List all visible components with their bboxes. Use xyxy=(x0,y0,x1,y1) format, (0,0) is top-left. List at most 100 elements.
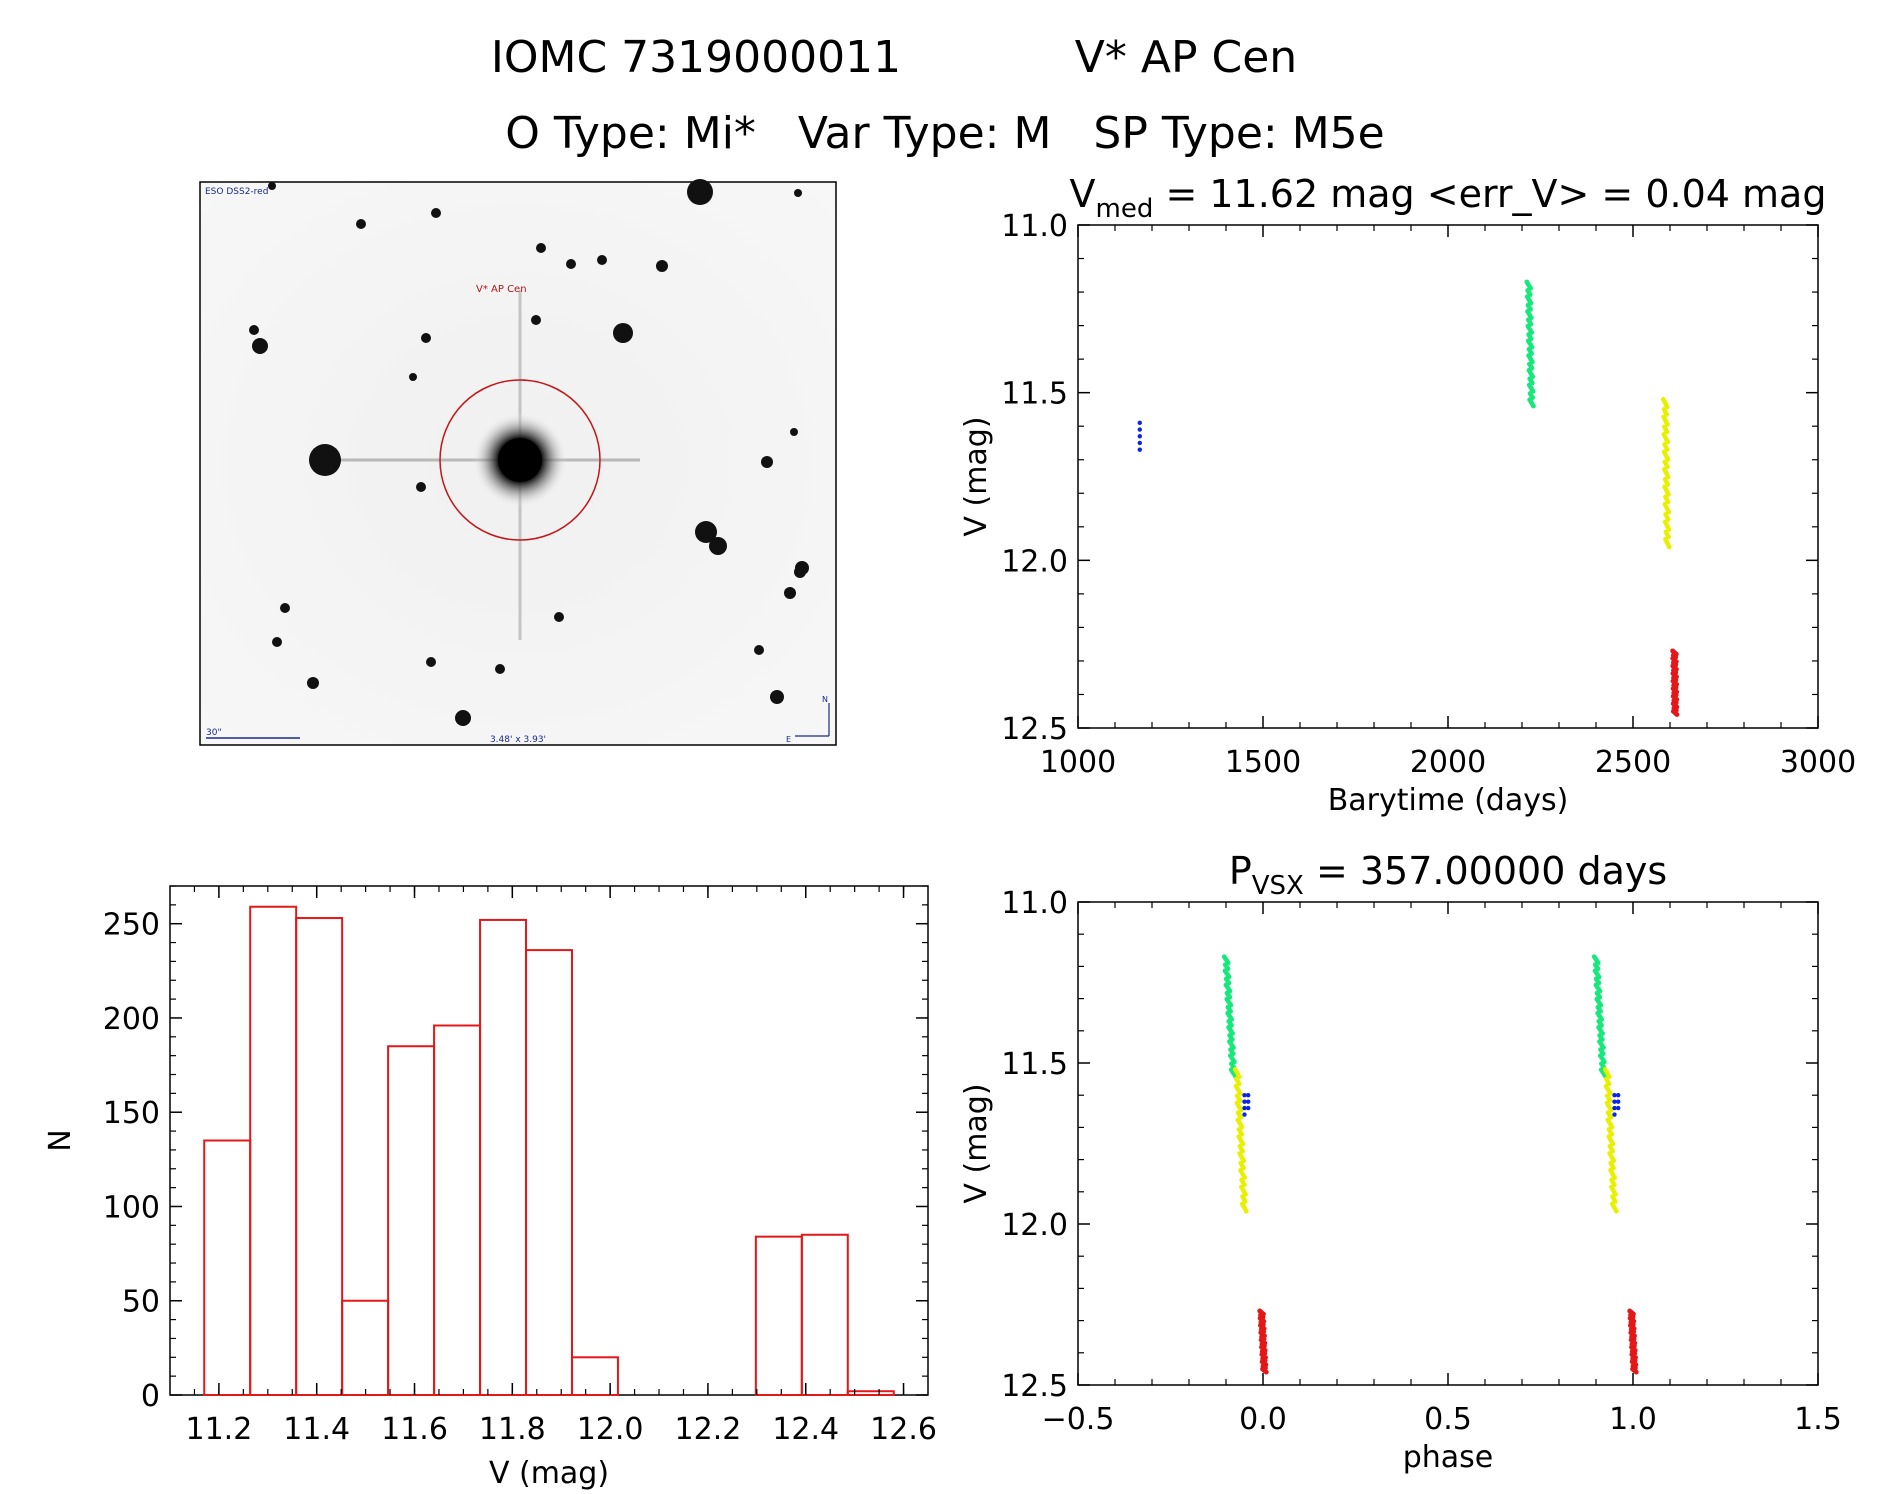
x-tick-label: 0.5 xyxy=(1424,1402,1472,1437)
data-point-blue xyxy=(1616,1099,1621,1104)
x-tick-label: 12.6 xyxy=(870,1412,937,1447)
histogram-bar xyxy=(249,905,298,1397)
data-point-blue xyxy=(1612,1093,1617,1098)
histogram-bar xyxy=(525,949,573,1397)
field-star xyxy=(709,537,727,555)
y-tick-label: 11.0 xyxy=(1001,209,1068,244)
target-star-core xyxy=(498,438,542,482)
field-star xyxy=(309,444,341,476)
y-tick-label: 12.0 xyxy=(1001,1208,1068,1243)
field-star xyxy=(272,637,282,647)
data-point-blue xyxy=(1137,427,1142,432)
target-label: V* AP Cen xyxy=(476,284,527,295)
x-axis-label: V (mag) xyxy=(489,1456,609,1491)
field-star xyxy=(431,208,441,218)
x-tick-label: 3000 xyxy=(1780,745,1856,780)
histogram-bar xyxy=(846,1390,895,1396)
x-tick-label: 1.5 xyxy=(1794,1402,1842,1437)
field-star xyxy=(280,603,290,613)
histogram-bar xyxy=(341,1299,390,1396)
data-point-yellow xyxy=(1243,1208,1249,1214)
x-tick-label: 12.2 xyxy=(675,1412,742,1447)
survey-label: ESO DSS2-red xyxy=(205,187,268,197)
lightcurve-chart: 1000 1500 2000 2500 3000 11.0 11.5 12.0 12.5 Vmed… xyxy=(959,172,1856,818)
x-tick-label: −0.5 xyxy=(1042,1402,1115,1437)
field-star xyxy=(784,587,796,599)
data-point-blue xyxy=(1612,1099,1617,1104)
y-axis-label: V (mag) xyxy=(959,416,994,536)
field-star xyxy=(790,428,798,436)
x-tick-label: 11.4 xyxy=(283,1412,350,1447)
field-star xyxy=(695,521,717,543)
chart-title: Vmed = 11.62 mag <err_V> = 0.04 mag xyxy=(1070,172,1827,224)
field-star xyxy=(252,338,268,354)
data-point-red xyxy=(1633,1369,1639,1375)
data-point-blue xyxy=(1137,440,1142,446)
field-star xyxy=(416,482,426,492)
y-axis-label: N xyxy=(43,1129,78,1151)
field-star xyxy=(613,323,633,343)
y-tick-label: 50 xyxy=(122,1285,160,1320)
data-point-blue xyxy=(1612,1105,1617,1111)
x-tick-label: 0.0 xyxy=(1239,1402,1287,1437)
field-star xyxy=(356,219,366,229)
data-point-blue xyxy=(1246,1093,1251,1098)
x-axis-label: phase xyxy=(1403,1440,1494,1475)
field-star xyxy=(687,179,713,205)
y-tick-label: 11.0 xyxy=(1001,886,1068,921)
histogram-bar xyxy=(570,1356,619,1396)
data-point-blue xyxy=(1616,1105,1621,1111)
data-point-blue xyxy=(1612,1112,1617,1117)
x-tick-label: 1500 xyxy=(1225,745,1301,780)
y-tick-label: 200 xyxy=(103,1002,160,1037)
field-star xyxy=(307,677,319,689)
field-star xyxy=(531,315,541,325)
histogram-bar xyxy=(433,1024,482,1396)
field-star xyxy=(421,333,431,343)
field-star xyxy=(536,243,546,253)
histogram-bar xyxy=(203,1139,252,1396)
target-circle xyxy=(439,379,601,541)
y-tick-label: 11.5 xyxy=(1001,1047,1068,1082)
histogram-bar xyxy=(754,1235,803,1396)
field-star xyxy=(566,259,576,269)
axes-frame xyxy=(1077,901,1819,1386)
field-star xyxy=(426,657,436,667)
x-tick-label: 11.2 xyxy=(186,1412,253,1447)
field-star xyxy=(268,182,276,190)
data-point-blue xyxy=(1242,1105,1247,1111)
data-point-yellow xyxy=(1613,1208,1619,1214)
axes-frame xyxy=(169,885,929,1396)
field-stars xyxy=(249,179,809,726)
x-axis-label: Barytime (days) xyxy=(1328,783,1569,818)
x-tick-label: 11.8 xyxy=(479,1412,546,1447)
x-tick-label: 2500 xyxy=(1595,745,1671,780)
fov-label: 3.48' x 3.93' xyxy=(490,735,546,745)
data-point-blue xyxy=(1246,1105,1251,1111)
data-point-blue xyxy=(1242,1112,1247,1117)
data-point-green xyxy=(1531,403,1536,409)
header-object-id: IOMC 7319000011 xyxy=(491,32,901,83)
x-tick-label: 12.4 xyxy=(772,1412,839,1447)
field-star xyxy=(794,566,806,578)
header-type-line: O Type: Mi* Var Type: M SP Type: M5e xyxy=(505,108,1385,159)
phased-chart: −0.5 0.0 0.5 1.0 1.5 11.0 11.5 12.0 12.5 PVSX = 3… xyxy=(959,849,1842,1475)
field-star xyxy=(554,612,564,622)
x-tick-label: 1000 xyxy=(1040,745,1116,780)
field-star xyxy=(794,189,802,197)
axes-frame xyxy=(1077,224,1819,729)
field-star xyxy=(455,710,471,726)
data-point-red xyxy=(1674,712,1680,717)
data-point-blue xyxy=(1242,1099,1247,1104)
field-star xyxy=(754,645,764,655)
field-star xyxy=(656,260,668,272)
x-tick-label: 11.6 xyxy=(381,1412,448,1447)
sky-thumbnail: ESO DSS2-red V* AP Cen 30" 3.48' x 3.93'… xyxy=(199,179,837,746)
histogram-chart: 11.2 11.4 11.6 11.8 12.0 12.2 12.4 12.6 0 50 100 15… xyxy=(43,885,937,1491)
field-star xyxy=(495,664,505,674)
y-tick-label: 100 xyxy=(103,1190,160,1225)
x-tick-label: 2000 xyxy=(1410,745,1486,780)
x-tick-label: 12.0 xyxy=(577,1412,644,1447)
field-star xyxy=(597,255,607,265)
